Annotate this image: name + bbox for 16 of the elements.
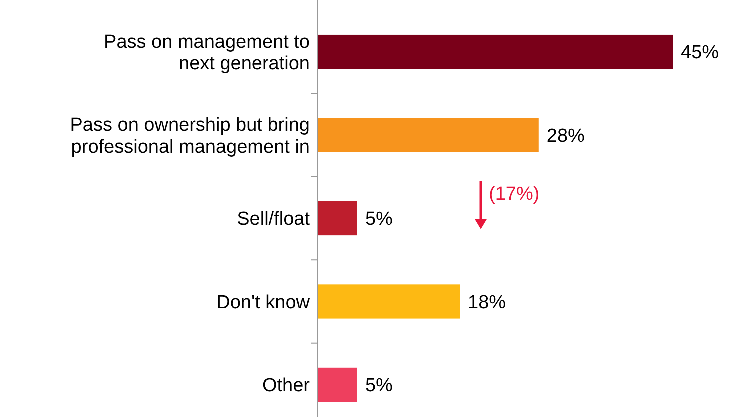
bar [318,201,358,236]
y-tick-label: Sell/float [237,209,311,230]
y-tick-label: Other [262,376,311,397]
bar [318,368,358,402]
y-tick-label: Don't know [216,292,310,314]
annotation: (17%) [489,184,540,206]
data-label: 28% [546,126,586,147]
bar [318,118,539,152]
data-label: 45% [681,42,720,64]
data-label: 5% [365,376,394,397]
y-tick-label: Pass on management to next generation [104,32,310,75]
data-label: 5% [365,209,394,230]
bar [318,34,673,70]
bar [318,284,460,319]
data-label: 18% [468,292,506,314]
y-tick-label: Pass on ownership but bring professional management in [70,114,310,158]
